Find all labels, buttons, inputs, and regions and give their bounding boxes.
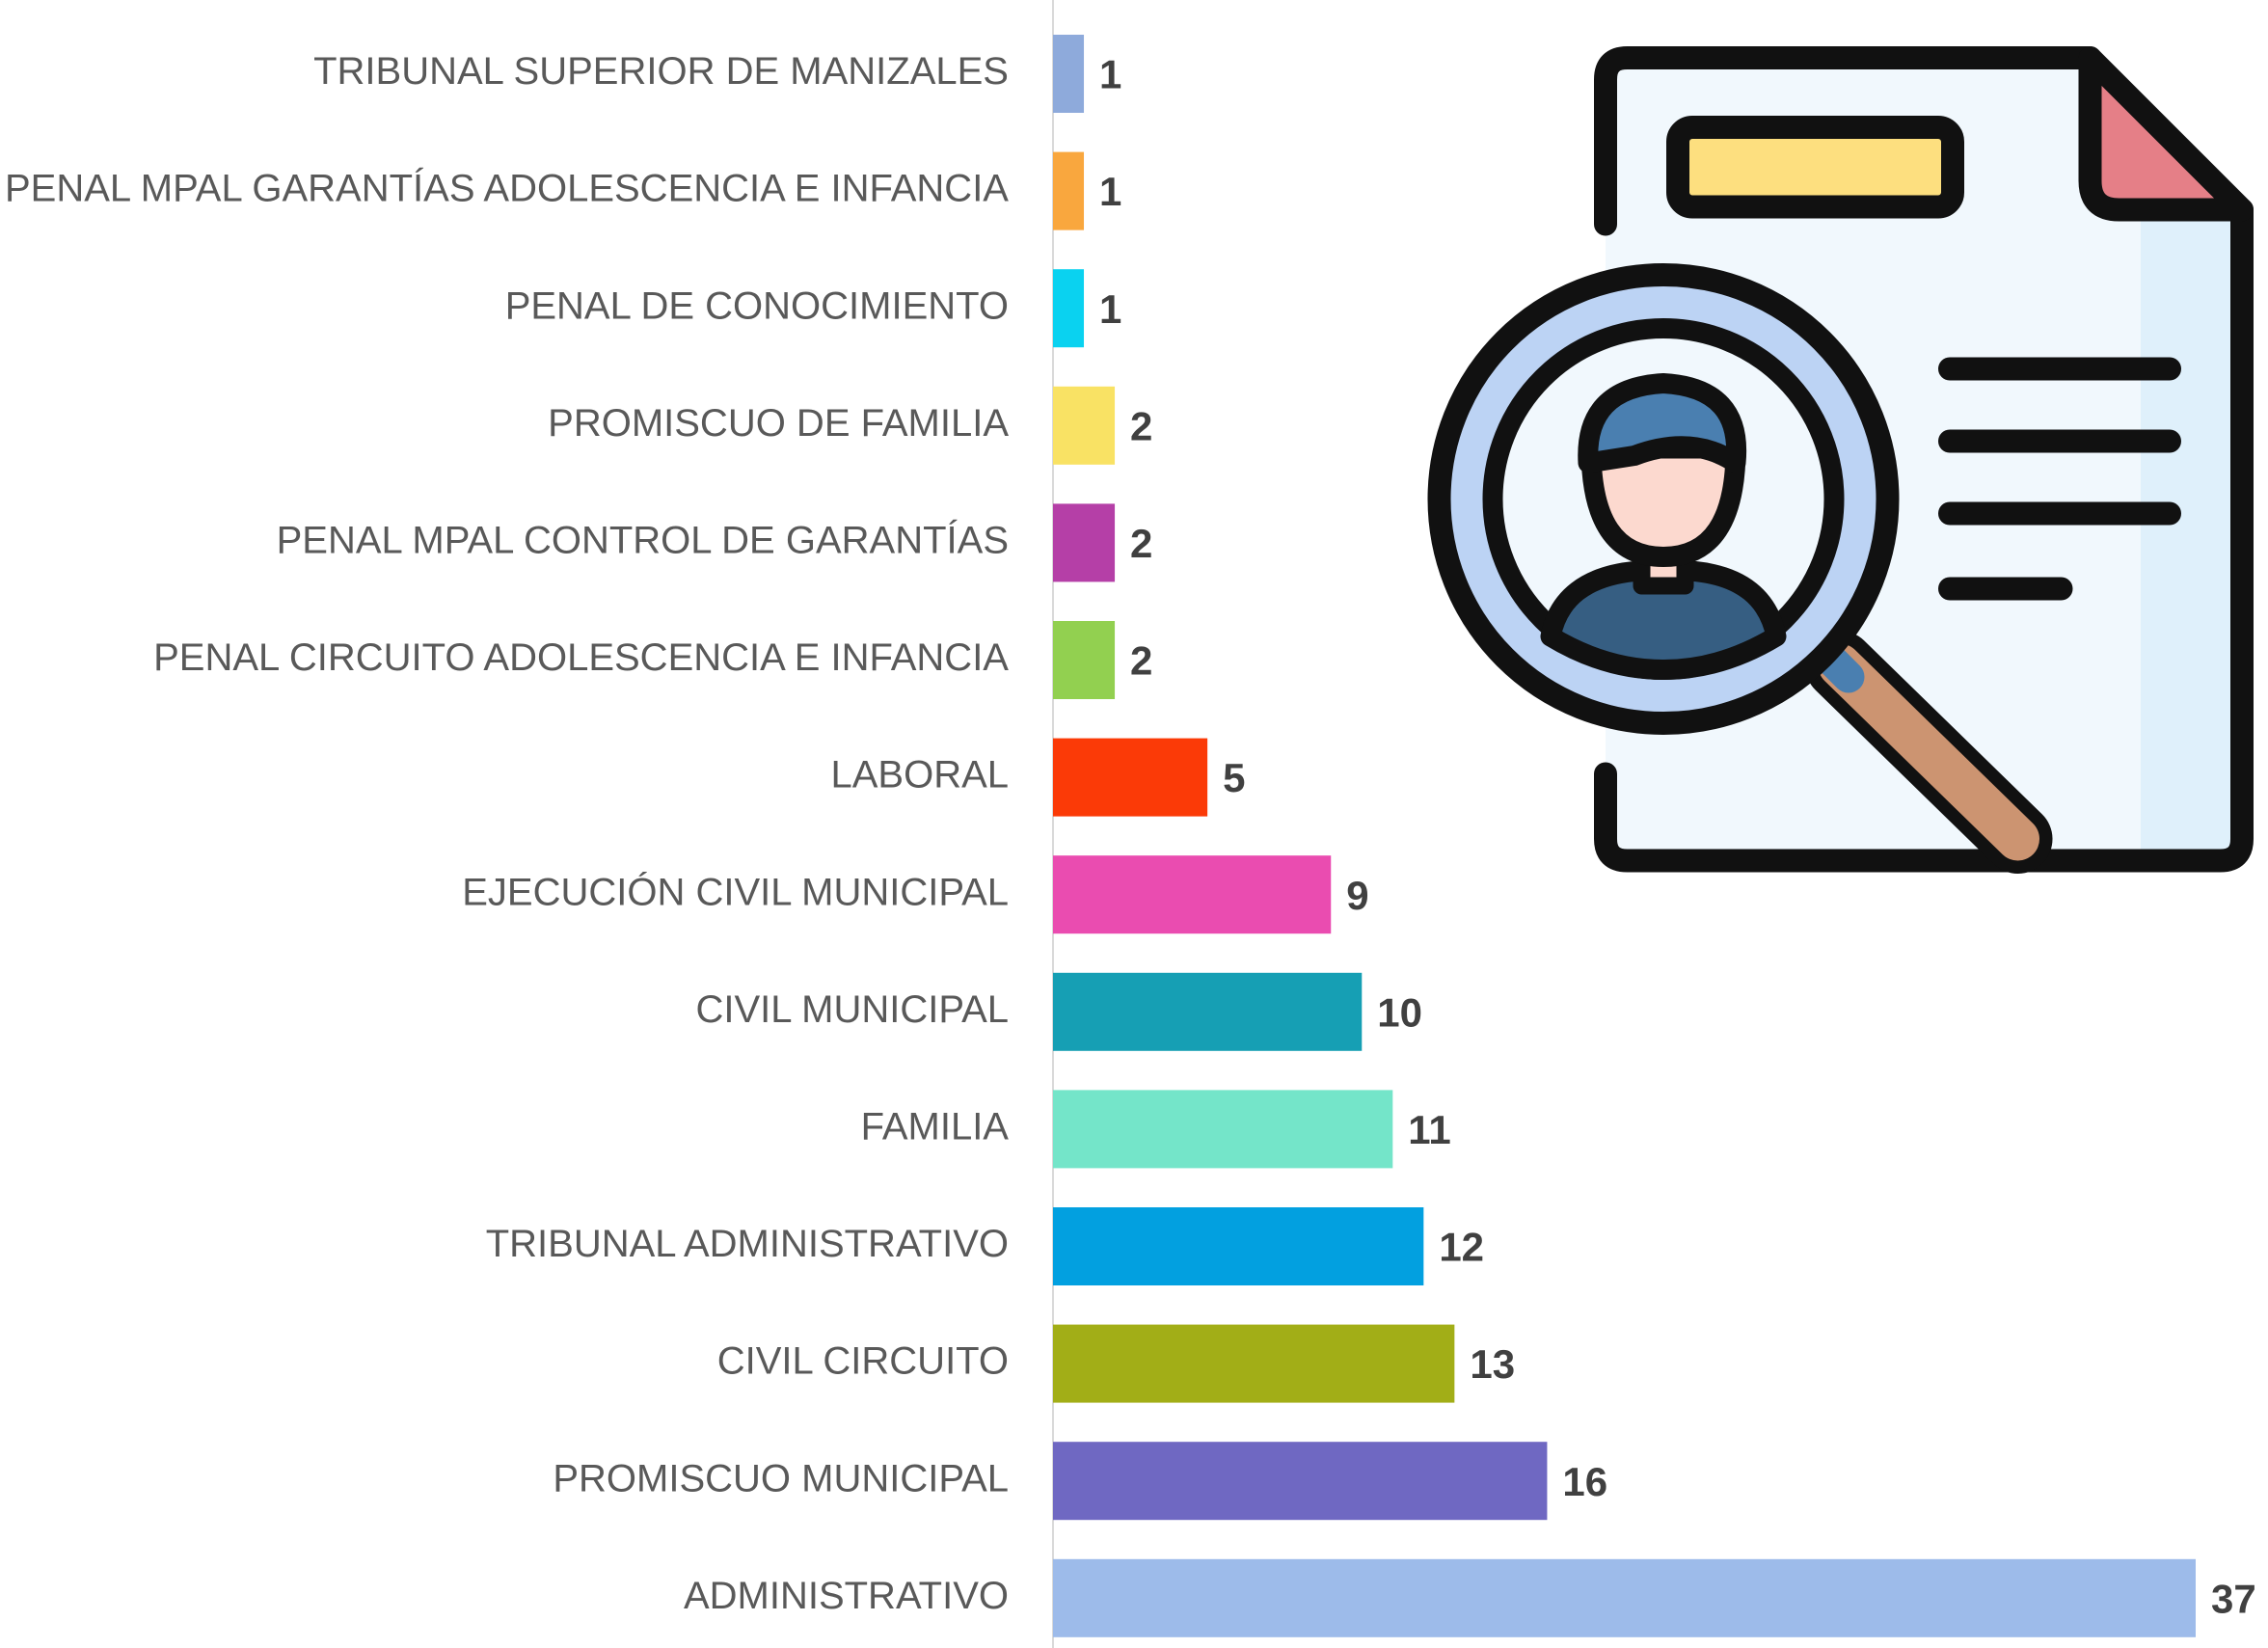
value-label: 10 (1377, 989, 1422, 1035)
category-label: PENAL CIRCUITO ADOLESCENCIA E INFANCIA (153, 636, 1009, 679)
bar (1053, 1090, 1393, 1169)
category-label: PENAL MPAL GARANTÍAS ADOLESCENCIA E INFA… (5, 167, 1009, 210)
category-label: TRIBUNAL SUPERIOR DE MANIZALES (313, 50, 1009, 93)
bar (1053, 972, 1363, 1051)
value-label: 9 (1346, 873, 1368, 918)
bar (1053, 738, 1208, 817)
bar (1053, 151, 1085, 230)
bar (1053, 35, 1085, 113)
category-label: PROMISCUO DE FAMILIA (548, 402, 1009, 445)
value-label: 12 (1439, 1225, 1484, 1270)
category-label: PROMISCUO MUNICIPAL (553, 1457, 1009, 1499)
value-label: 5 (1223, 755, 1245, 800)
category-label: EJECUCIÓN CIVIL MUNICIPAL (462, 870, 1009, 913)
category-label: PENAL MPAL CONTROL DE GARANTÍAS (277, 518, 1009, 561)
value-label: 11 (1408, 1107, 1450, 1152)
value-label: 2 (1130, 638, 1152, 684)
bar (1053, 386, 1116, 465)
value-label: 16 (1562, 1459, 1607, 1504)
value-label: 2 (1130, 403, 1152, 448)
value-label: 2 (1130, 521, 1152, 566)
bar (1053, 855, 1332, 934)
bar (1053, 503, 1116, 582)
category-label: CIVIL MUNICIPAL (695, 988, 1009, 1031)
bar (1053, 1207, 1424, 1285)
value-label: 13 (1470, 1341, 1515, 1387)
bar (1053, 1558, 2196, 1637)
bar (1053, 269, 1085, 348)
category-label: ADMINISTRATIVO (684, 1575, 1009, 1617)
category-label: CIVIL CIRCUITO (717, 1340, 1009, 1383)
category-label: PENAL DE CONOCIMIENTO (505, 284, 1009, 327)
value-label: 1 (1099, 286, 1121, 332)
bar (1053, 1442, 1548, 1521)
category-label: FAMILIA (861, 1105, 1010, 1148)
document-search-icon (1427, 46, 2254, 874)
category-label: TRIBUNAL ADMINISTRATIVO (486, 1223, 1009, 1265)
bar (1053, 621, 1116, 699)
value-label: 37 (2211, 1576, 2256, 1621)
value-label: 1 (1099, 169, 1121, 214)
bar (1053, 1324, 1455, 1403)
category-label: LABORAL (830, 754, 1009, 797)
value-label: 1 (1099, 52, 1121, 97)
